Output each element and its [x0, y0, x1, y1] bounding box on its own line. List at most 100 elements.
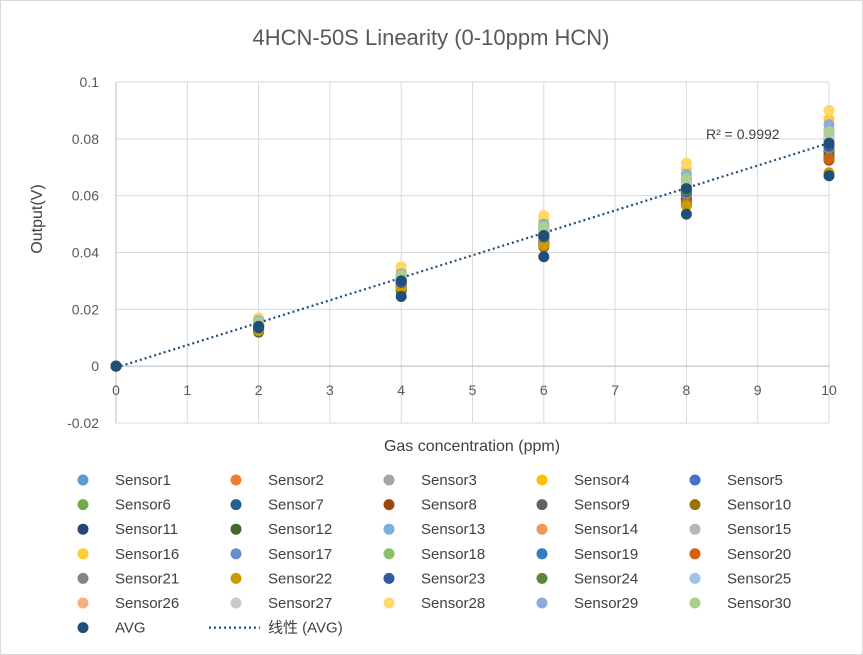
- x-tick-label-6: 6: [540, 382, 548, 398]
- point-sensor22-3: [538, 239, 550, 251]
- legend-label-sensor17: Sensor17: [268, 546, 332, 563]
- legend-label-sensor14: Sensor14: [574, 521, 638, 538]
- legend-marker-sensor30: [689, 597, 701, 609]
- data-points: [110, 104, 835, 372]
- legend-marker-sensor14: [536, 523, 548, 535]
- legend-marker-sensor15: [689, 523, 701, 535]
- legend-marker-sensor19: [536, 548, 548, 560]
- legend-marker-sensor8: [383, 499, 395, 511]
- legend-marker-sensor22: [230, 572, 242, 584]
- legend-marker-sensor16: [77, 548, 89, 560]
- legend-marker-sensor13: [383, 523, 395, 535]
- x-tick-labels: 0 1 2 3 4 5 6 7 8 9 10: [112, 382, 837, 398]
- legend-label-sensor20: Sensor20: [727, 546, 791, 563]
- legend-label-sensor22: Sensor22: [268, 570, 332, 587]
- legend-label-sensor11: Sensor11: [115, 521, 178, 538]
- x-tick-label-9: 9: [754, 382, 762, 398]
- legend-label-sensor2: Sensor2: [268, 472, 324, 489]
- point-sensor28-4: [680, 157, 692, 169]
- legend-marker-sensor24: [536, 572, 548, 584]
- legend-label-trendline: 线性 (AVG): [268, 620, 343, 637]
- legend-marker-sensor18: [383, 548, 395, 560]
- legend-marker-sensor3: [383, 474, 395, 486]
- point-avg-2: [395, 275, 407, 287]
- legend-label-sensor13: Sensor13: [421, 521, 485, 538]
- point-avg-low-0: [110, 360, 122, 372]
- y-tick-label-1: 0: [91, 358, 99, 374]
- gridlines: [115, 81, 830, 424]
- legend-marker-avg: [77, 622, 89, 634]
- legend-label-sensor3: Sensor3: [421, 472, 477, 489]
- legend-label-sensor26: Sensor26: [115, 595, 179, 612]
- legend-label-sensor15: Sensor15: [727, 521, 791, 538]
- point-sensor28-3: [538, 210, 550, 222]
- legend-label-sensor23: Sensor23: [421, 570, 485, 587]
- y-axis-label: Output(V): [29, 184, 46, 253]
- legend-marker-sensor25: [689, 572, 701, 584]
- x-tick-label-0: 0: [112, 382, 120, 398]
- point-avg-low-3: [538, 251, 550, 263]
- point-sensor20-5: [823, 153, 835, 165]
- point-sensor28-5: [823, 104, 835, 116]
- legend-marker-sensor28: [383, 597, 395, 609]
- legend-label-sensor16: Sensor16: [115, 546, 179, 563]
- point-avg-low-5: [823, 170, 835, 182]
- y-tick-label-2: 0.02: [72, 301, 99, 317]
- legend-marker-sensor6: [77, 499, 89, 511]
- legend-marker-sensor4: [536, 474, 548, 486]
- legend-label-sensor1: Sensor1: [115, 472, 171, 489]
- legend-marker-sensor11: [77, 523, 89, 535]
- legend-label-sensor6: Sensor6: [115, 497, 171, 514]
- y-tick-label-6: 0.1: [80, 74, 100, 90]
- x-tick-label-4: 4: [397, 382, 405, 398]
- x-tick-label-10: 10: [821, 382, 837, 398]
- legend-label-sensor25: Sensor25: [727, 570, 791, 587]
- legend-marker-sensor1: [77, 474, 89, 486]
- legend-label-avg: AVG: [115, 620, 146, 637]
- legend-label-sensor18: Sensor18: [421, 546, 485, 563]
- x-tick-label-8: 8: [683, 382, 691, 398]
- legend-marker-sensor12: [230, 523, 242, 535]
- legend-label-sensor9: Sensor9: [574, 497, 630, 514]
- legend-marker-sensor2: [230, 474, 242, 486]
- point-sensor30-5: [823, 126, 835, 138]
- legend-label-sensor29: Sensor29: [574, 595, 638, 612]
- point-avg-low-2: [395, 291, 407, 303]
- x-tick-label-3: 3: [326, 382, 334, 398]
- point-avg-low-1: [253, 322, 265, 334]
- legend-label-sensor7: Sensor7: [268, 497, 324, 514]
- legend-label-sensor24: Sensor24: [574, 570, 638, 587]
- legend-marker-sensor17: [230, 548, 242, 560]
- point-avg-4: [680, 183, 692, 195]
- legend-label-sensor10: Sensor10: [727, 497, 791, 514]
- legend-label-sensor5: Sensor5: [727, 472, 783, 489]
- legend-marker-sensor26: [77, 597, 89, 609]
- r-squared-label: R² = 0.9992: [706, 126, 780, 142]
- y-tick-label-0: -0.02: [67, 415, 99, 431]
- legend-label-sensor4: Sensor4: [574, 472, 630, 489]
- x-tick-label-2: 2: [255, 382, 263, 398]
- x-axis-label: Gas concentration (ppm): [384, 438, 560, 455]
- x-tick-label-1: 1: [183, 382, 191, 398]
- legend-marker-sensor29: [536, 597, 548, 609]
- point-avg-low-4: [680, 208, 692, 220]
- legend-marker-sensor20: [689, 548, 701, 560]
- legend-label-sensor30: Sensor30: [727, 595, 791, 612]
- y-tick-label-3: 0.04: [72, 245, 99, 261]
- legend-marker-sensor5: [689, 474, 701, 486]
- point-sensor30-4: [680, 173, 692, 185]
- point-avg-3: [538, 229, 550, 241]
- legend-marker-sensor10: [689, 499, 701, 511]
- legend-label-sensor28: Sensor28: [421, 595, 485, 612]
- legend-marker-sensor9: [536, 499, 548, 511]
- legend-marker-sensor23: [383, 572, 395, 584]
- legend-label-sensor21: Sensor21: [115, 570, 179, 587]
- x-tick-label-7: 7: [611, 382, 619, 398]
- x-tick-label-5: 5: [469, 382, 477, 398]
- point-avg-5: [823, 137, 835, 149]
- legend-label-sensor12: Sensor12: [268, 521, 332, 538]
- chart-title: 4HCN-50S Linearity (0-10ppm HCN): [252, 25, 609, 50]
- point-sensor22-4: [680, 200, 692, 212]
- y-tick-labels: -0.02 0 0.02 0.04 0.06 0.08 0.1: [67, 74, 99, 431]
